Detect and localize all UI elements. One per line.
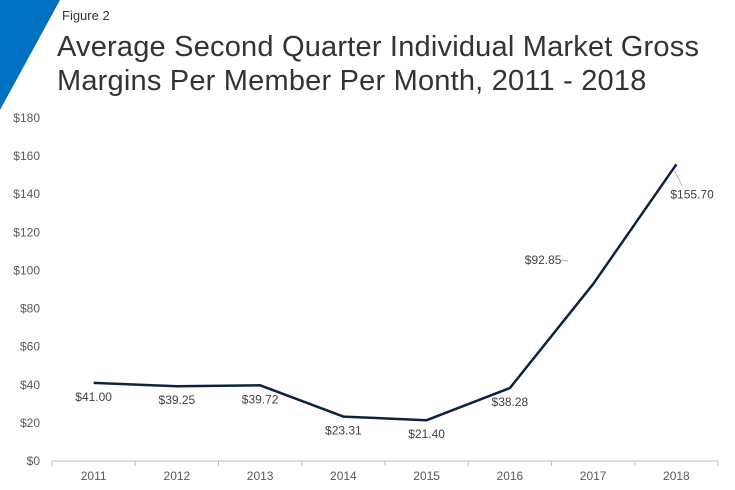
y-tick-label: $180 [13, 111, 40, 125]
data-label: $23.31 [325, 424, 362, 438]
data-label: $39.25 [159, 393, 196, 407]
figure-label: Figure 2 [62, 8, 110, 23]
data-label: $39.72 [242, 392, 279, 406]
y-tick-label: $20 [20, 416, 40, 430]
y-tick-label: $60 [20, 340, 40, 354]
y-tick-label: $40 [20, 378, 40, 392]
x-tick-label: 2012 [164, 469, 191, 483]
y-tick-label: $0 [27, 454, 41, 468]
y-tick-label: $80 [20, 302, 40, 316]
data-label: $38.28 [492, 395, 529, 409]
x-tick-label: 2011 [81, 469, 107, 483]
y-tick-label: $140 [13, 187, 40, 201]
x-tick-label: 2018 [663, 469, 690, 483]
chart-title: Average Second Quarter Individual Market… [57, 31, 700, 97]
data-label: $21.40 [408, 427, 445, 441]
y-tick-label: $100 [13, 263, 40, 277]
x-tick-label: 2013 [247, 469, 274, 483]
corner-accent-shape [0, 0, 60, 110]
corner-accent-polygon [0, 0, 60, 110]
y-tick-label: $120 [13, 225, 40, 239]
x-tick-label: 2015 [413, 469, 440, 483]
x-tick-label: 2017 [580, 469, 607, 483]
x-tick-label: 2014 [330, 469, 357, 483]
x-tick-label: 2016 [497, 469, 524, 483]
data-label: $92.85 [525, 253, 562, 267]
series-line [93, 163, 678, 422]
data-label: $41.00 [75, 390, 112, 404]
y-tick-label: $160 [13, 149, 40, 163]
data-label-leader-line [561, 259, 569, 262]
data-label-leader-line [674, 170, 683, 187]
data-label: $155.70 [670, 187, 714, 201]
